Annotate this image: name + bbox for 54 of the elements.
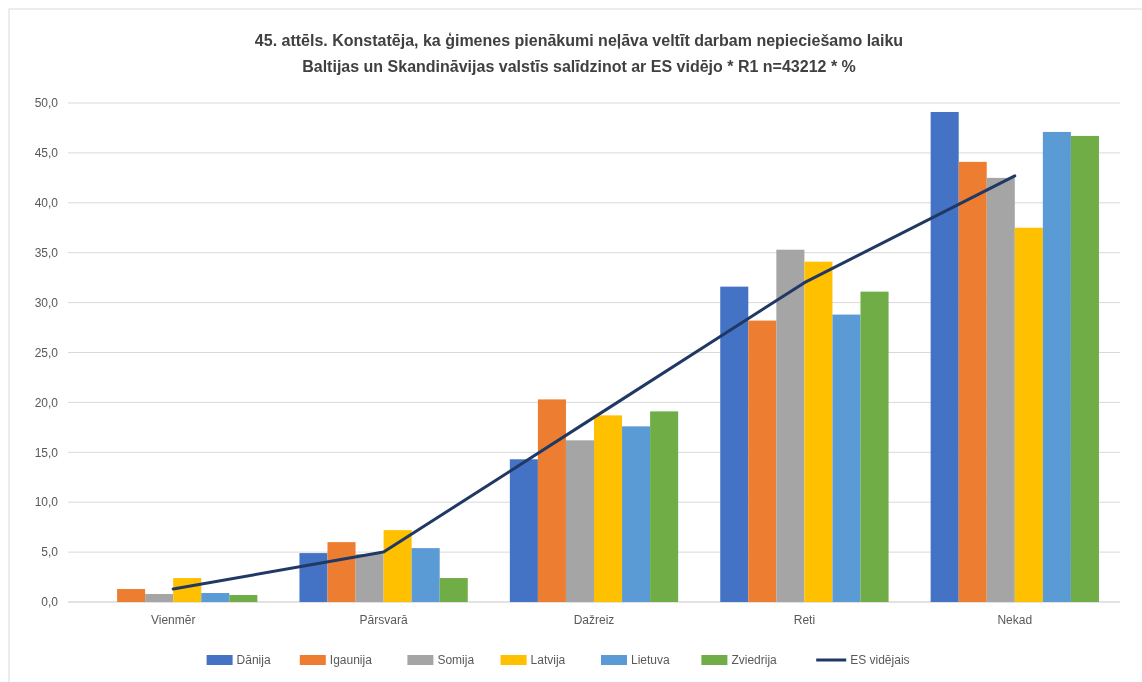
y-tick-label: 10,0 [34,495,59,510]
legend-label: Dānija [236,653,271,668]
y-tick-label: 20,0 [34,395,59,410]
chart-title: 45. attēls. Konstatēja, ka ģimenes pienākumi neļāva veltīt darbam nepieciešamo laiku [254,32,904,49]
chart-subtitle: Baltijas un Skandināvijas valstīs salīdzinot ar ES vidējo * R1 n=43212 * % [302,58,856,75]
bar [930,111,959,602]
bar [986,177,1015,602]
y-tick-label: 35,0 [34,245,59,260]
bar [720,286,749,602]
y-tick-label: 40,0 [34,196,59,210]
bar [439,578,468,602]
y-tick-label: 50,0 [34,96,59,111]
y-tick-label: 25,0 [34,345,59,360]
bar [748,320,777,602]
bar [1070,135,1099,602]
bar [804,261,833,602]
y-tick-label: 45,0 [34,146,59,161]
y-tick-label: 30,0 [34,295,59,310]
bar [594,415,623,602]
bar [622,426,651,602]
bar [299,553,328,602]
bar [411,548,440,602]
bar [650,411,679,602]
bar [117,589,146,602]
bar [776,249,805,602]
bar [860,291,889,602]
bar [1042,131,1071,602]
legend-label: Lietuva [631,653,671,668]
bar [565,440,594,602]
bar [355,554,384,602]
line-series [171,174,1017,591]
legend-label: ES vidējais [850,653,910,668]
bar [958,161,987,602]
x-tick-label: Vienmēr [150,613,196,627]
y-tick-label: 5,0 [41,545,59,560]
x-tick-label: Reti [793,613,816,627]
bar [383,530,412,602]
legend-label: Somija [437,653,475,668]
y-tick-label: 0,0 [41,595,59,610]
bar [201,593,230,602]
x-tick-label: Nekad [997,613,1033,627]
bar [832,314,861,602]
legend-label: Latvija [530,653,566,668]
bar [1014,227,1043,602]
legend-label: Zviedrija [731,653,778,668]
x-tick-label: Pārsvarā [359,613,408,627]
bar [327,542,356,602]
y-tick-label: 15,0 [34,445,59,460]
x-tick-label: Dažreiz [573,613,615,627]
bar [145,594,174,602]
legend-label: Igaunija [329,653,373,668]
bar [537,399,566,602]
bar [509,459,538,602]
bar [229,595,258,602]
